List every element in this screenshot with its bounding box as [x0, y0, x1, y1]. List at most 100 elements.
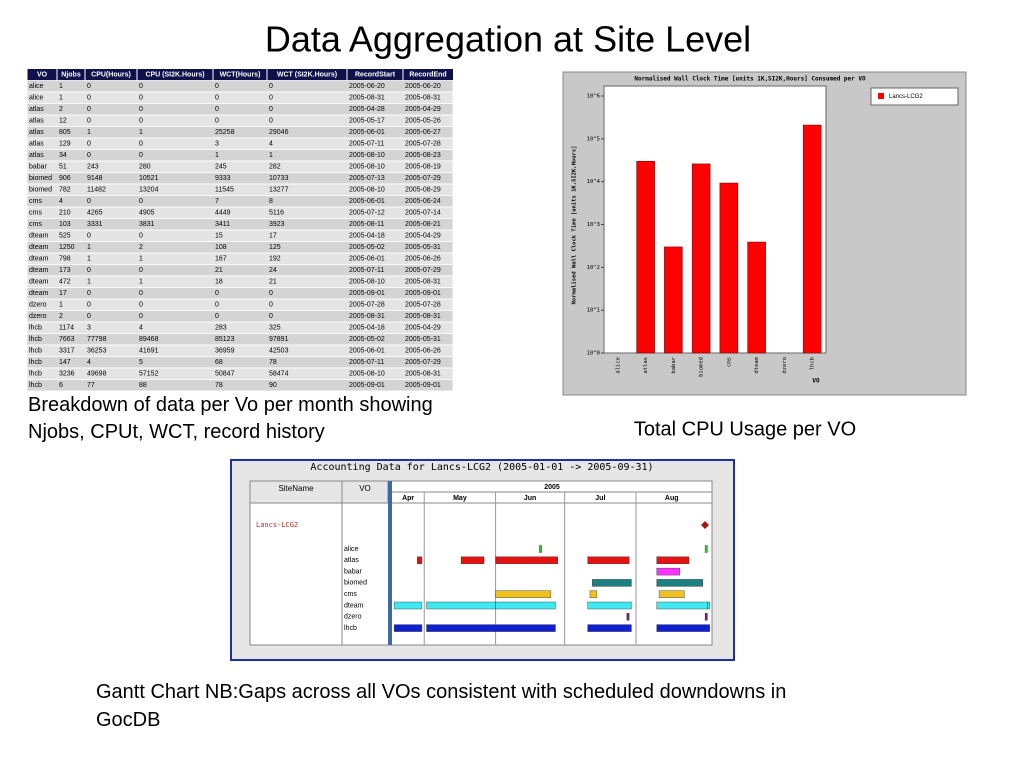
table-cell: 29046 — [269, 129, 289, 136]
table-cell: 2 — [139, 244, 143, 251]
table-cell: 2005-08-11 — [349, 221, 384, 228]
gantt-bar — [539, 545, 542, 553]
table-cell: 2005-06-27 — [405, 129, 441, 136]
chart-caption: Total CPU Usage per VO — [634, 418, 856, 440]
table-cell: 2005-07-11 — [349, 141, 384, 148]
table-cell: biomed — [29, 175, 52, 182]
gantt-bar — [460, 556, 485, 564]
table-cell: cms — [29, 198, 42, 205]
bar — [664, 246, 683, 354]
table-cell: 2005-07-13 — [349, 175, 385, 182]
y-tick-label: 10^2 — [587, 265, 600, 271]
table-cell: 2005-04-18 — [349, 325, 385, 332]
table-cell: dteam — [29, 267, 49, 274]
table-cell: 0 — [215, 106, 219, 113]
gantt-vo: lhcb — [344, 625, 357, 632]
table-cell: dteam — [29, 279, 49, 286]
gantt-month: May — [453, 495, 467, 502]
x-tick-label: biomed — [699, 357, 705, 377]
table-cell: 2005-08-31 — [349, 313, 385, 320]
table-cell: babar — [29, 164, 48, 171]
gantt-bar — [707, 601, 710, 610]
table-cell: 1 — [87, 279, 91, 286]
table-cell: 0 — [139, 302, 143, 309]
y-tick-label: 10^4 — [587, 179, 601, 185]
table-cell: 7 — [215, 198, 219, 205]
table-cell: atlas — [29, 106, 44, 113]
table-cell: atlas — [29, 152, 44, 159]
table-cell: 2005-08-10 — [349, 371, 385, 378]
gantt-vo: alice — [344, 546, 359, 553]
table-cell: 782 — [59, 187, 71, 194]
table-cell: 0 — [215, 118, 219, 125]
table-cell: 1174 — [59, 325, 74, 332]
table-cell: 1 — [139, 279, 143, 286]
table-cell: 0 — [269, 313, 273, 320]
table-cell: 89468 — [139, 336, 159, 343]
table-cell: 90 — [269, 382, 277, 389]
table-cell: 2005-06-01 — [349, 256, 385, 263]
table-cell: 283 — [215, 325, 227, 332]
table-cell: 0 — [139, 106, 143, 113]
legend-swatch — [878, 93, 884, 99]
table-cell: lhcb — [29, 348, 42, 355]
table-header: VO — [37, 72, 48, 79]
site-marker — [701, 521, 709, 529]
x-axis-label: VO — [812, 378, 820, 385]
table-cell: 0 — [87, 141, 91, 148]
table-cell: 2005-08-10 — [349, 152, 385, 159]
table-cell: 58474 — [269, 371, 289, 378]
table-cell: 0 — [215, 302, 219, 309]
table-cell: 1 — [59, 83, 63, 90]
table-cell: dteam — [29, 256, 49, 263]
table-cell: 21 — [269, 279, 277, 286]
table-header: WCT(Hours) — [220, 72, 261, 79]
table-cell: 0 — [139, 152, 143, 159]
gantt-bar — [587, 624, 632, 632]
table-cell: 34 — [59, 152, 67, 159]
table-cell: 17 — [269, 233, 277, 240]
gantt-bar — [656, 567, 680, 576]
table-cell: 103 — [59, 221, 71, 228]
gantt-vo: atlas — [344, 557, 359, 564]
table-cell: 0 — [87, 233, 91, 240]
table-cell: 2005-08-19 — [405, 164, 441, 171]
table-cell: 0 — [139, 267, 143, 274]
table-cell: 77798 — [87, 336, 107, 343]
table-cell: 2005-06-20 — [349, 83, 385, 90]
gantt-bar — [656, 624, 708, 632]
table-cell: 147 — [59, 359, 71, 366]
table-cell: 0 — [87, 83, 91, 90]
table-cell: 173 — [59, 267, 71, 274]
caption: Breakdown of data per Vo per month showi… — [28, 394, 433, 443]
table-cell: 51 — [59, 164, 67, 171]
table-cell: 4905 — [139, 210, 155, 217]
bar — [691, 163, 711, 354]
table-cell: 11545 — [215, 187, 234, 194]
table-cell: 4 — [59, 198, 63, 205]
table-cell: 3 — [87, 325, 91, 332]
table-cell: 1 — [139, 129, 143, 136]
table-cell: 2005-07-28 — [405, 141, 441, 148]
table-cell: 3 — [215, 141, 219, 148]
table-cell: alice — [29, 95, 44, 102]
table-cell: 0 — [87, 267, 91, 274]
table-cell: 8 — [269, 198, 273, 205]
x-tick-label: lhcb — [810, 357, 816, 370]
table-cell: 5116 — [269, 210, 284, 217]
table-cell: alice — [29, 83, 44, 90]
table-cell: 2005-08-10 — [349, 164, 385, 171]
table-cell: 0 — [139, 198, 143, 205]
table-cell: 9333 — [215, 175, 231, 182]
gantt-bar — [495, 590, 552, 598]
table-cell: 2005-04-29 — [405, 325, 441, 332]
table-cell: 24 — [269, 267, 277, 274]
table-cell: 1 — [215, 152, 219, 159]
table-cell: 3331 — [87, 221, 103, 228]
table-cell: cms — [29, 210, 42, 217]
table-cell: 0 — [87, 302, 91, 309]
table-cell: 0 — [269, 106, 273, 113]
table-cell: 0 — [269, 118, 273, 125]
table-cell: lhcb — [29, 382, 42, 389]
table-cell: 2005-08-31 — [405, 313, 441, 320]
